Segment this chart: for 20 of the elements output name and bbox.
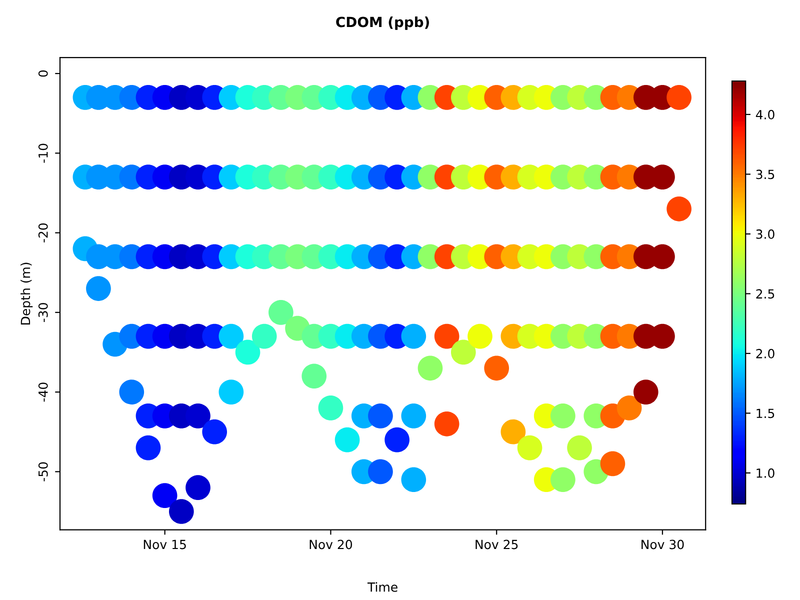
y-tick-label: -30: [38, 303, 48, 322]
color-bar-label: 3.0: [756, 229, 774, 239]
y-tick-label: 0: [38, 70, 48, 77]
x-tick-label: Nov 20: [310, 540, 352, 550]
x-tick-label: Nov 15: [144, 540, 186, 550]
y-tick-label: -10: [38, 144, 48, 163]
color-bar-label: 1.5: [756, 408, 774, 418]
color-bar-label: 4.0: [756, 110, 774, 120]
x-tick-label: Nov 30: [642, 540, 684, 550]
x-axis-title: Time: [367, 582, 398, 592]
color-bar-label: 3.5: [756, 170, 774, 180]
y-tick-label: -20: [38, 223, 48, 242]
color-bar-label: 2.5: [756, 289, 774, 299]
y-tick-label: -40: [38, 382, 48, 402]
y-tick-label: -50: [38, 462, 48, 482]
chart-title: CDOM (ppb): [336, 16, 429, 30]
x-tick-label: Nov 25: [476, 540, 518, 550]
color-bar-label: 2.0: [756, 348, 774, 358]
color-bar-label: 1.0: [756, 468, 774, 478]
y-axis-title: Depth (m): [20, 262, 33, 324]
